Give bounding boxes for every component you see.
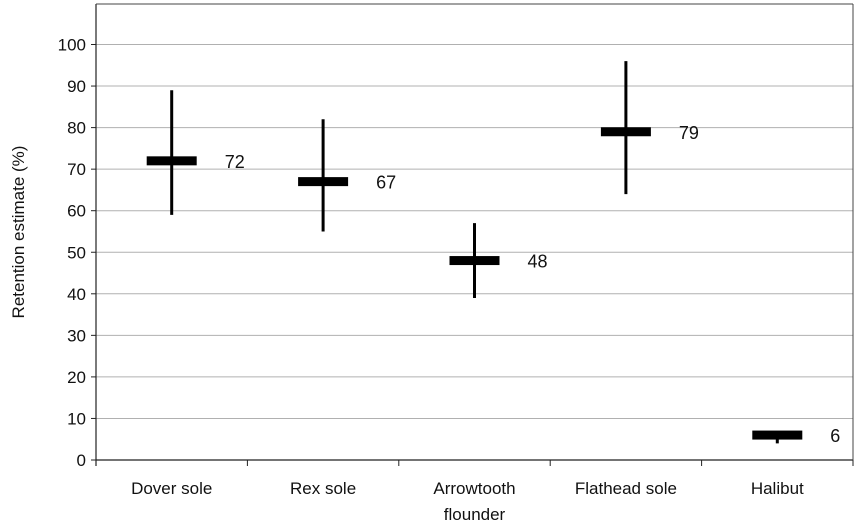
y-axis-title: Retention estimate (%)	[9, 146, 28, 319]
category-label: Rex sole	[290, 479, 356, 498]
data-label: 48	[528, 252, 548, 272]
data-label: 67	[376, 173, 396, 193]
y-tick-label: 70	[67, 160, 86, 179]
category-labels: Dover sole Rex sole Arrowtooth flounder Flat…	[131, 479, 804, 524]
category-label: Halibut	[751, 479, 804, 498]
data-label: 72	[225, 152, 245, 172]
estimate-bar	[146, 156, 197, 166]
y-tick-label: 10	[67, 409, 86, 428]
category-label: Flathead sole	[575, 479, 677, 498]
category-label: Dover sole	[131, 479, 212, 498]
estimate-bar	[449, 256, 500, 266]
y-tick-label: 0	[77, 451, 86, 470]
category-label: Arrowtooth flounder	[433, 479, 515, 524]
data-label: 79	[679, 123, 699, 143]
y-tick-label: 80	[67, 119, 86, 138]
y-tick-label: 90	[67, 77, 86, 96]
estimate-bar	[752, 430, 803, 440]
y-tick-label: 20	[67, 368, 86, 387]
y-tick-label: 100	[58, 36, 86, 55]
estimate-bar	[298, 177, 349, 187]
y-tick-label: 40	[67, 285, 86, 304]
data-label: 6	[830, 426, 840, 446]
estimate-bar	[600, 127, 651, 137]
data-marks: 72 67 48 79 6	[146, 61, 840, 446]
y-tick-label: 30	[67, 326, 86, 345]
y-tick-label: 50	[67, 243, 86, 262]
y-tick-labels: 0 10 20 30 40 50 60 70 80 90 100	[58, 36, 86, 471]
y-tick-label: 60	[67, 202, 86, 221]
axes	[91, 3, 854, 466]
